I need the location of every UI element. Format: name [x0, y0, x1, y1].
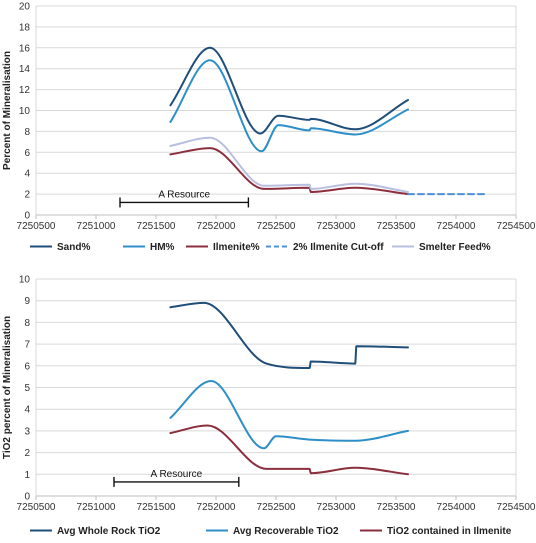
- x-tick-label: 7251000: [77, 502, 116, 513]
- x-tick-label: 7251000: [77, 221, 116, 232]
- x-tick-label: 7252000: [197, 502, 236, 513]
- y-tick-label: 18: [19, 22, 31, 33]
- y-tick-label: 2: [24, 190, 30, 201]
- y-tick-label: 5: [24, 383, 30, 394]
- y-tick-label: 7: [24, 340, 30, 351]
- y-tick-label: 4: [24, 169, 30, 180]
- y-tick-label: 10: [19, 106, 31, 117]
- y-tick-label: 10: [19, 275, 31, 286]
- chart-2: 0 1 2 3 4 5 6 7 8 9 10 7250500 7251000 7251500 7252000…: [2, 275, 536, 538]
- x-tick-label: 7251500: [137, 221, 176, 232]
- y-tick-label: 6: [24, 148, 30, 159]
- x-tick-label: 7252000: [197, 221, 236, 232]
- y-tick-label: 16: [19, 43, 31, 54]
- x-tick-label: 7254000: [437, 502, 476, 513]
- x-tick-label: 7253000: [317, 502, 356, 513]
- x-tick-label: 7251500: [137, 502, 176, 513]
- legend-label: Ilmenite%: [213, 242, 260, 253]
- x-tick-label: 7252500: [257, 502, 296, 513]
- y-tick-label: 20: [19, 2, 31, 13]
- chart-1: 0 2 4 6 8 10 12 14 16 18 20 7250500 7251000 7251500 72…: [2, 2, 536, 254]
- y-tick-label: 9: [24, 296, 30, 307]
- x-tick-label: 7252500: [257, 221, 296, 232]
- x-tick-label: 7250500: [17, 221, 56, 232]
- y-tick-label: 6: [24, 361, 30, 372]
- y-tick-label: 3: [24, 426, 30, 437]
- legend-label: Sand%: [57, 242, 90, 253]
- x-tick-label: 7253000: [317, 221, 356, 232]
- series-line: [169, 59, 409, 153]
- series-line: [169, 380, 409, 450]
- x-tick-label: 7253500: [377, 502, 416, 513]
- series-line: [169, 147, 409, 196]
- y-tick-label: 4: [24, 405, 30, 416]
- x-tick-label: 7250500: [17, 502, 56, 513]
- legend-label: 2% Ilmenite Cut-off: [293, 242, 384, 253]
- y-tick-label: 1: [24, 470, 30, 481]
- x-tick-label: 7254500: [497, 221, 536, 232]
- y-tick-label: 2: [24, 448, 30, 459]
- series-line: [169, 46, 409, 135]
- legend-label: Avg Recoverable TiO2: [233, 526, 339, 537]
- y-tick-label: 14: [19, 64, 31, 75]
- series-line: [169, 301, 409, 369]
- y-tick-label: 8: [24, 318, 30, 329]
- y-tick-label: 0: [24, 492, 30, 503]
- y-tick-label: 8: [24, 127, 30, 138]
- legend-label: HM%: [150, 242, 175, 253]
- legend-label: Avg Whole Rock TiO2: [57, 526, 161, 537]
- y-tick-label: 0: [24, 211, 30, 222]
- legend-label: Smelter Feed%: [419, 242, 491, 253]
- annotation-label: A Resource: [151, 469, 203, 480]
- y-axis-title: Percent of Mineralisation: [2, 51, 13, 170]
- annotation-label: A Resource: [158, 189, 210, 200]
- y-axis-title: TiO2 percent of Mineralisation: [2, 316, 13, 459]
- x-tick-label: 7254000: [437, 221, 476, 232]
- series-line: [169, 424, 409, 476]
- series-line: [169, 136, 409, 193]
- legend-label: TiO2 contained in Ilmenite: [387, 526, 512, 537]
- y-tick-label: 12: [19, 85, 31, 96]
- x-tick-label: 7253500: [377, 221, 416, 232]
- x-tick-label: 7254500: [497, 502, 536, 513]
